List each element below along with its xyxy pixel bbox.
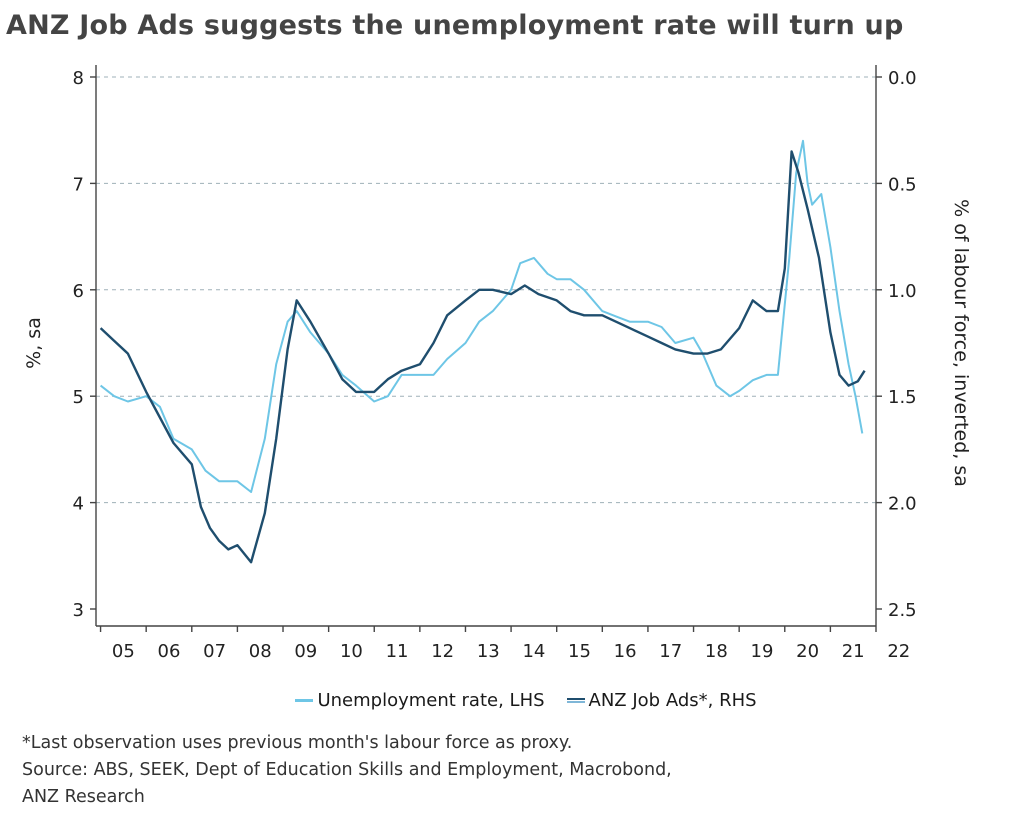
y-right-tick-label: 1.5 bbox=[888, 387, 917, 408]
y-right-tick-label: 2.0 bbox=[888, 494, 917, 515]
source-line-1: Source: ABS, SEEK, Dept of Education Ski… bbox=[22, 760, 672, 780]
x-tick-label: 14 bbox=[522, 641, 545, 662]
x-tick-label: 10 bbox=[340, 641, 363, 662]
y-left-tick-label: 4 bbox=[73, 494, 84, 515]
y-right-tick-label: 2.5 bbox=[888, 600, 917, 621]
legend-label-job-ads: ANZ Job Ads*, RHS bbox=[588, 689, 757, 711]
legend: Unemployment rate, LHS ANZ Job Ads*, RHS bbox=[0, 686, 1034, 714]
y-right-tick-label: 0.0 bbox=[888, 68, 917, 89]
x-tick-label: 18 bbox=[705, 641, 728, 662]
y-right-axis-title: % of labour force, inverted, sa bbox=[950, 199, 972, 487]
y-left-tick-label: 5 bbox=[73, 387, 84, 408]
x-tick-label: 12 bbox=[431, 641, 454, 662]
series-line-unemployment-rate bbox=[99, 139, 864, 493]
x-tick-label: 22 bbox=[887, 641, 910, 662]
x-tick-label: 09 bbox=[294, 641, 317, 662]
x-tick-label: 08 bbox=[249, 641, 272, 662]
legend-swatch-job-ads bbox=[566, 697, 585, 703]
x-tick-label: 19 bbox=[751, 641, 774, 662]
x-tick-label: 05 bbox=[112, 641, 135, 662]
chart-notes: *Last observation uses previous month's … bbox=[22, 730, 672, 811]
legend-label-unemployment: Unemployment rate, LHS bbox=[317, 689, 545, 711]
series-line-anz-job-ads bbox=[99, 150, 866, 564]
x-tick-label: 15 bbox=[568, 641, 591, 662]
x-tick-label: 16 bbox=[614, 641, 637, 662]
x-tick-label: 20 bbox=[796, 641, 819, 662]
source-line-2: ANZ Research bbox=[22, 787, 145, 807]
y-right-tick-label: 0.5 bbox=[888, 174, 917, 195]
chart-title: ANZ Job Ads suggests the unemployment ra… bbox=[6, 10, 904, 41]
y-left-tick-label: 6 bbox=[73, 281, 84, 302]
x-tick-label: 13 bbox=[477, 641, 500, 662]
y-left-tick-label: 8 bbox=[73, 68, 84, 89]
y-left-axis-title: %, sa bbox=[23, 317, 45, 369]
y-right-tick-label: 1.0 bbox=[888, 281, 917, 302]
line-chart: 3 4 5 6 7 8 0.0 0.5 1.0 1.5 2.0 2.5 05 06 07 08 09 10 11 12… bbox=[23, 65, 972, 662]
x-tick-label: 11 bbox=[386, 641, 409, 662]
x-tick-label: 06 bbox=[158, 641, 181, 662]
legend-item-unemployment: Unemployment rate, LHS bbox=[295, 689, 545, 711]
footnote: *Last observation uses previous month's … bbox=[22, 733, 573, 753]
legend-swatch-unemployment bbox=[295, 698, 314, 702]
y-left-tick-label: 3 bbox=[73, 600, 84, 621]
x-tick-label: 07 bbox=[203, 641, 226, 662]
y-left-tick-label: 7 bbox=[73, 174, 84, 195]
x-tick-label: 21 bbox=[842, 641, 865, 662]
legend-item-job-ads: ANZ Job Ads*, RHS bbox=[566, 689, 757, 711]
x-tick-label: 17 bbox=[659, 641, 682, 662]
